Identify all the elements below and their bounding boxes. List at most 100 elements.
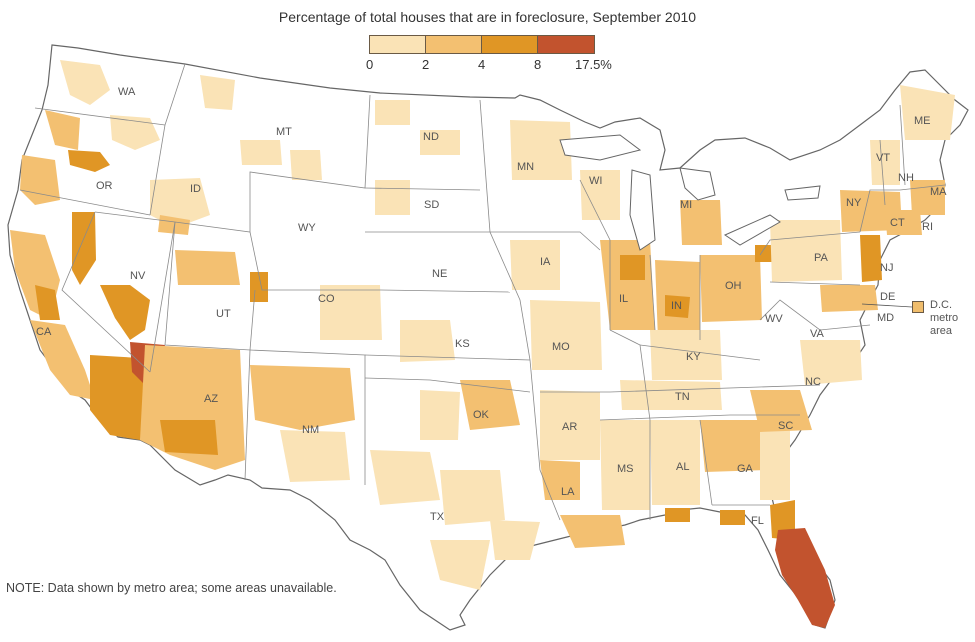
legend-tick-label: 2	[422, 57, 430, 72]
state-label-pa: PA	[814, 252, 829, 264]
metro-area	[600, 420, 650, 510]
state-label-sd: SD	[424, 199, 439, 211]
dc-leader-line	[861, 303, 913, 308]
legend-tick-label: 17.5%	[575, 57, 612, 72]
state-label-ar: AR	[562, 421, 577, 433]
metro-area	[370, 450, 440, 505]
metro-area	[420, 390, 460, 440]
metro-area	[100, 285, 150, 340]
metro-area	[650, 420, 700, 505]
metro-area	[755, 245, 775, 262]
metro-area	[885, 210, 922, 235]
dc-metro-swatch	[912, 301, 924, 313]
state-label-fl: FL	[751, 515, 764, 527]
state-label-nc: NC	[805, 376, 821, 388]
metro-area	[750, 390, 812, 432]
state-label-me: ME	[914, 115, 931, 127]
footnote: NOTE: Data shown by metro area; some are…	[6, 581, 337, 595]
metro-area	[20, 155, 60, 205]
state-label-nm: NM	[302, 424, 319, 436]
metro-area	[900, 85, 955, 140]
state-label-nd: ND	[423, 131, 439, 143]
state-label-il: IL	[619, 293, 628, 305]
metro-area	[650, 330, 722, 380]
state-label-ks: KS	[455, 338, 470, 350]
metro-area	[320, 285, 382, 340]
metro-area	[860, 235, 882, 282]
state-label-ga: GA	[737, 463, 754, 475]
metro-area	[110, 115, 160, 150]
state-label-ct: CT	[890, 217, 905, 229]
state-label-mn: MN	[517, 161, 534, 173]
metro-area	[720, 510, 745, 525]
legend-swatch-4-8	[481, 35, 538, 54]
state-label-wy: WY	[298, 222, 316, 234]
metro-area	[800, 340, 862, 385]
state-label-ok: OK	[473, 409, 490, 421]
state-label-id: ID	[190, 183, 201, 195]
metro-area	[150, 178, 210, 228]
metro-area	[460, 380, 520, 430]
metro-area	[620, 255, 645, 280]
metro-area	[910, 180, 945, 215]
metro-area	[620, 380, 722, 410]
metro-area	[375, 100, 410, 125]
state-label-ca: CA	[36, 326, 52, 338]
metro-area	[280, 430, 350, 482]
metro-areas	[10, 60, 955, 628]
metro-area	[400, 320, 455, 362]
state-label-de: DE	[880, 291, 895, 303]
great-lakes	[559, 134, 821, 251]
legend-tick-label: 8	[534, 57, 542, 72]
metro-area	[30, 320, 95, 400]
metro-area	[530, 300, 602, 370]
metro-area	[375, 180, 410, 215]
state-label-nh: NH	[898, 172, 914, 184]
metro-area	[510, 120, 572, 180]
state-labels: WA OR CA NV ID MT WY UT AZ CO NM ND SD N…	[36, 86, 947, 527]
state-label-ut: UT	[216, 308, 231, 320]
state-label-al: AL	[676, 461, 689, 473]
metro-area	[560, 515, 625, 548]
state-borders	[19, 63, 946, 521]
metro-area	[90, 355, 150, 440]
state-label-co: CO	[318, 293, 335, 305]
metro-area	[250, 365, 355, 430]
metro-area	[700, 255, 762, 322]
state-label-az: AZ	[204, 393, 218, 405]
metro-area	[35, 285, 60, 320]
metro-area	[490, 520, 540, 560]
state-label-md: MD	[877, 312, 894, 324]
metro-area	[680, 200, 722, 245]
legend-swatch-8-17	[537, 35, 595, 54]
state-label-wa: WA	[118, 86, 136, 98]
metro-area	[540, 390, 600, 460]
metro-area	[175, 250, 240, 285]
metro-area	[158, 215, 190, 235]
state-label-ia: IA	[540, 256, 551, 268]
metro-area	[540, 460, 580, 500]
state-label-ms: MS	[617, 463, 634, 475]
metro-area	[665, 295, 690, 318]
metro-area	[580, 170, 620, 220]
metro-area	[665, 508, 690, 522]
metro-area	[820, 285, 878, 312]
state-label-wv: WV	[765, 313, 783, 325]
metro-area	[200, 75, 235, 110]
state-label-or: OR	[96, 180, 113, 192]
metro-area	[440, 470, 505, 525]
metro-area	[700, 420, 765, 472]
map-title: Percentage of total houses that are in f…	[278, 9, 697, 25]
legend-tick-label: 0	[366, 57, 374, 72]
metro-area	[240, 140, 282, 165]
legend-swatch-2-4	[425, 35, 482, 54]
state-label-mt: MT	[276, 126, 292, 138]
state-label-ky: KY	[686, 351, 701, 363]
state-label-nv: NV	[130, 270, 146, 282]
state-label-mo: MO	[552, 341, 570, 353]
dc-label-line: metro	[930, 312, 959, 324]
state-label-ne: NE	[432, 268, 447, 280]
state-label-nj: NJ	[880, 262, 893, 274]
state-label-sc: SC	[778, 420, 793, 432]
